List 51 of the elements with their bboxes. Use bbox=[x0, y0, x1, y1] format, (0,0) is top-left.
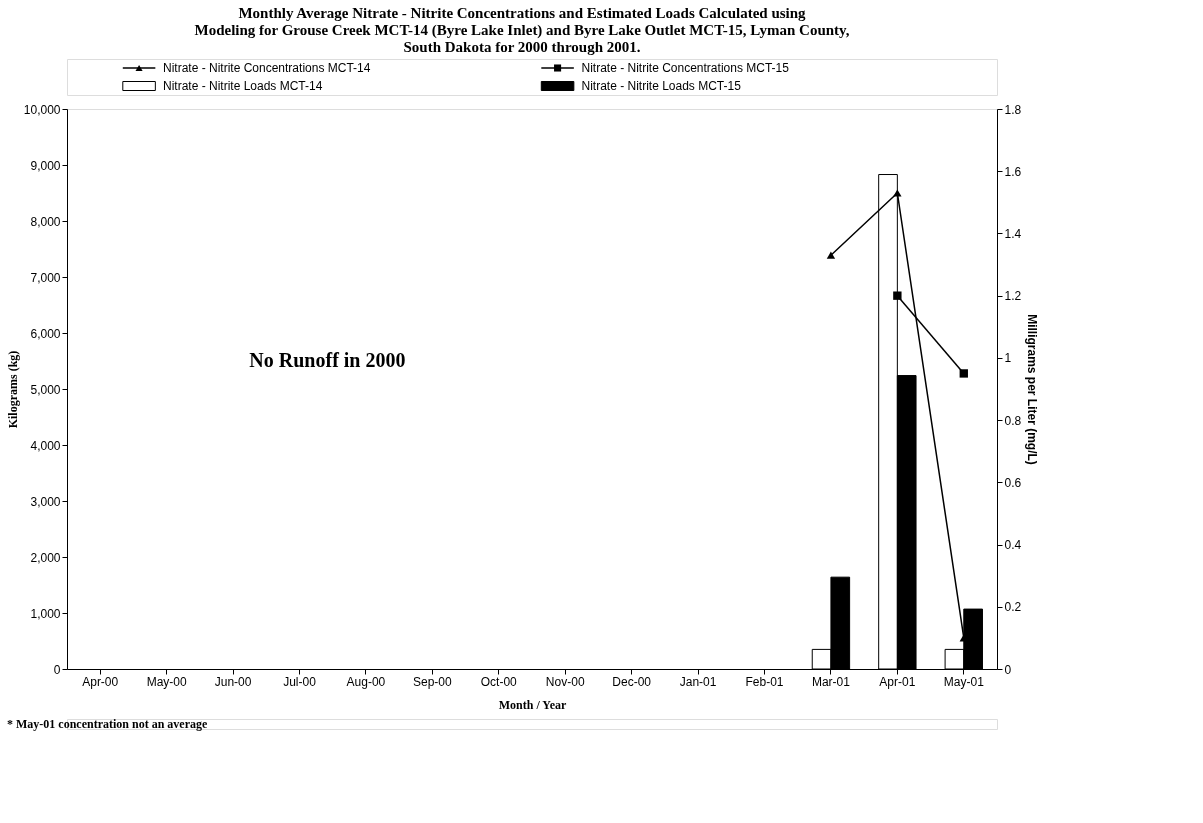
x-tick-label: Feb-01 bbox=[745, 674, 784, 689]
y2-tick-label: 0.8 bbox=[1004, 413, 1022, 428]
legend-label: Nitrate - Nitrite Concentrations MCT-15 bbox=[581, 61, 790, 75]
y2-tick-label: 1.8 bbox=[1004, 102, 1022, 117]
y2-tick-label: 1.2 bbox=[1004, 289, 1022, 304]
x-tick-label: Apr-00 bbox=[82, 674, 119, 689]
legend-label: Nitrate - Nitrite Concentrations MCT-14 bbox=[163, 61, 371, 75]
y-tick-label: 0 bbox=[53, 662, 61, 677]
y-tick-label: 7,000 bbox=[30, 270, 61, 285]
x-tick-label: May-01 bbox=[943, 674, 985, 689]
y2-tick-label: 1.4 bbox=[1004, 226, 1022, 241]
annotation: No Runoff in 2000 bbox=[249, 349, 406, 371]
x-tick-label: Dec-00 bbox=[612, 674, 652, 689]
x-tick-label: Oct-00 bbox=[480, 674, 518, 689]
y2-tick-label: 0.4 bbox=[1004, 538, 1022, 553]
y-tick-label: 10,000 bbox=[23, 102, 61, 117]
y2-tick-label: 1 bbox=[1004, 351, 1012, 366]
y2-tick-label: 0.2 bbox=[1004, 600, 1022, 615]
y-tick-label: 1,000 bbox=[30, 606, 61, 621]
x-tick-label: Mar-01 bbox=[811, 674, 851, 689]
y-tick-label: 8,000 bbox=[30, 214, 61, 229]
y-tick-label: 6,000 bbox=[30, 326, 61, 341]
y2-tick-label: 1.6 bbox=[1004, 164, 1022, 179]
x-tick-label: Jan-01 bbox=[679, 674, 717, 689]
x-tick-label: May-00 bbox=[146, 674, 187, 689]
x-tick-label: Aug-00 bbox=[346, 674, 386, 689]
text: * May-01 concentration not an average bbox=[7, 717, 208, 731]
text: Modeling for Grouse Creek MCT-14 (Byre Lake Inlet) and Byre Lake Outlet MCT-15, Lyman County, bbox=[194, 21, 850, 38]
point bbox=[893, 291, 902, 300]
y-tick-label: 4,000 bbox=[30, 438, 61, 453]
text: Monthly Average Nitrate - Nitrite Concentrations and Estimated Loads Calculated using bbox=[238, 4, 806, 21]
legend-label: Nitrate - Nitrite Loads MCT-15 bbox=[581, 79, 742, 93]
x-tick-label: Nov-00 bbox=[545, 674, 585, 689]
x-tick-label: Jul-00 bbox=[283, 674, 317, 689]
y-tick-label: 2,000 bbox=[30, 550, 61, 565]
y-tick-label: 5,000 bbox=[30, 382, 61, 397]
x-tick-label: Sep-00 bbox=[413, 674, 453, 689]
text: South Dakota for 2000 through 2001. bbox=[403, 38, 641, 55]
point bbox=[826, 251, 836, 259]
legend-label: Nitrate - Nitrite Loads MCT-14 bbox=[163, 79, 323, 93]
x-tick-label: Jun-00 bbox=[214, 674, 252, 689]
y2-tick-label: 0.6 bbox=[1004, 475, 1022, 490]
y-tick-label: 3,000 bbox=[30, 494, 61, 509]
y-axis-title: Kilograms (kg) bbox=[5, 350, 20, 429]
x-axis-title: Month / Year bbox=[498, 697, 567, 712]
point bbox=[893, 189, 902, 197]
x-tick-label: Apr-01 bbox=[879, 674, 916, 689]
y2-axis-title: Milligrams per Liter (mg/L) bbox=[1025, 314, 1040, 465]
y-tick-label: 9,000 bbox=[30, 158, 61, 173]
point bbox=[959, 369, 968, 378]
y2-tick-label: 0 bbox=[1004, 662, 1012, 677]
